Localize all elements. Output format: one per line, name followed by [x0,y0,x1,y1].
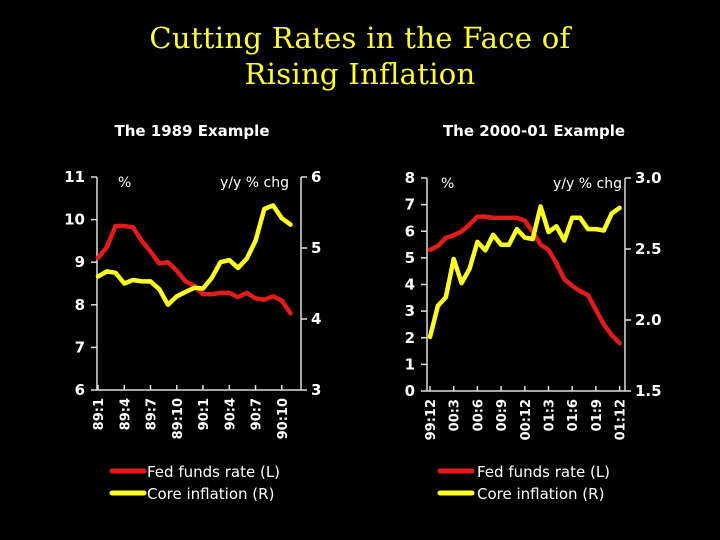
x-tick-label: 00:12 [519,399,534,440]
core-inflation-line [427,204,622,340]
slide-title-line1: Cutting Rates in the Face of [149,21,571,55]
x-tick-label: 00:3 [448,399,463,431]
left-tick-label: 9 [75,253,85,271]
right-tick-label: 6 [311,168,321,186]
right-tick-label: 5 [311,239,321,257]
left-tick-label: 6 [75,381,85,399]
left-tick-label: 2 [405,329,415,347]
left-tick-label: 7 [75,338,85,356]
x-tick-label: 89:4 [118,398,133,430]
legend-label: Core inflation (R) [477,485,604,503]
left-tick-label: 7 [405,196,415,214]
legend-label: Fed funds rate (L) [477,463,610,481]
right-tick-label: 4 [311,310,321,328]
x-tick-label: 89:7 [145,398,160,430]
left-tick-label: 10 [64,211,85,229]
x-tick-label: 00:6 [471,399,486,431]
fed-funds-line [95,223,293,316]
chart-title: The 2000-01 Example [443,122,625,140]
left-tick-label: 8 [75,296,85,314]
right-unit-label: y/y % chg [220,175,289,191]
left-tick-label: 8 [405,169,415,187]
slide-title: Cutting Rates in the Face of Rising Infl… [0,20,720,92]
x-tick-label: 01:6 [566,399,581,431]
left-tick-label: 4 [405,276,415,294]
chart-2000: The 2000-01 Example 0 1 2 3 4 5 6 7 8 1.5 2.0 2.5 3.0… [405,122,662,503]
left-tick-label: 6 [405,222,415,240]
right-unit-label: y/y % chg [553,176,622,192]
core-inflation-line [95,203,293,308]
x-tick-label: 89:1 [92,398,107,430]
legend-label: Fed funds rate (L) [147,463,280,481]
x-tick-label: 99:12 [424,399,439,440]
left-tick-label: 3 [405,302,415,320]
left-unit-label: % [118,175,131,191]
right-tick-label: 2.0 [635,311,662,329]
left-tick-label: 11 [64,168,85,186]
x-tick-label: 90:7 [250,398,265,430]
x-tick-label: 89:10 [171,398,186,439]
x-tick-label: 01:3 [543,399,558,431]
left-tick-label: 0 [405,382,415,400]
x-tick-label: 90:10 [276,398,291,439]
slide-title-line2: Rising Inflation [244,57,476,91]
left-unit-label: % [441,176,454,192]
x-tick-label: 01:9 [590,399,605,431]
x-tick-label: 01:12 [614,399,629,440]
chart-title: The 1989 Example [114,122,269,140]
x-tick-label: 90:4 [223,398,238,430]
right-tick-label: 3 [311,381,321,399]
chart-1989: The 1989 Example 6 7 8 9 10 11 3 4 5 6% y/y % chg 89… [64,122,321,503]
x-tick-label: 90:1 [197,398,212,430]
right-tick-label: 3.0 [635,169,662,187]
legend-label: Core inflation (R) [147,485,274,503]
right-tick-label: 2.5 [635,240,662,258]
left-tick-label: 5 [405,249,415,267]
left-tick-label: 1 [405,355,415,373]
x-tick-label: 00:9 [495,399,510,431]
right-tick-label: 1.5 [635,382,662,400]
